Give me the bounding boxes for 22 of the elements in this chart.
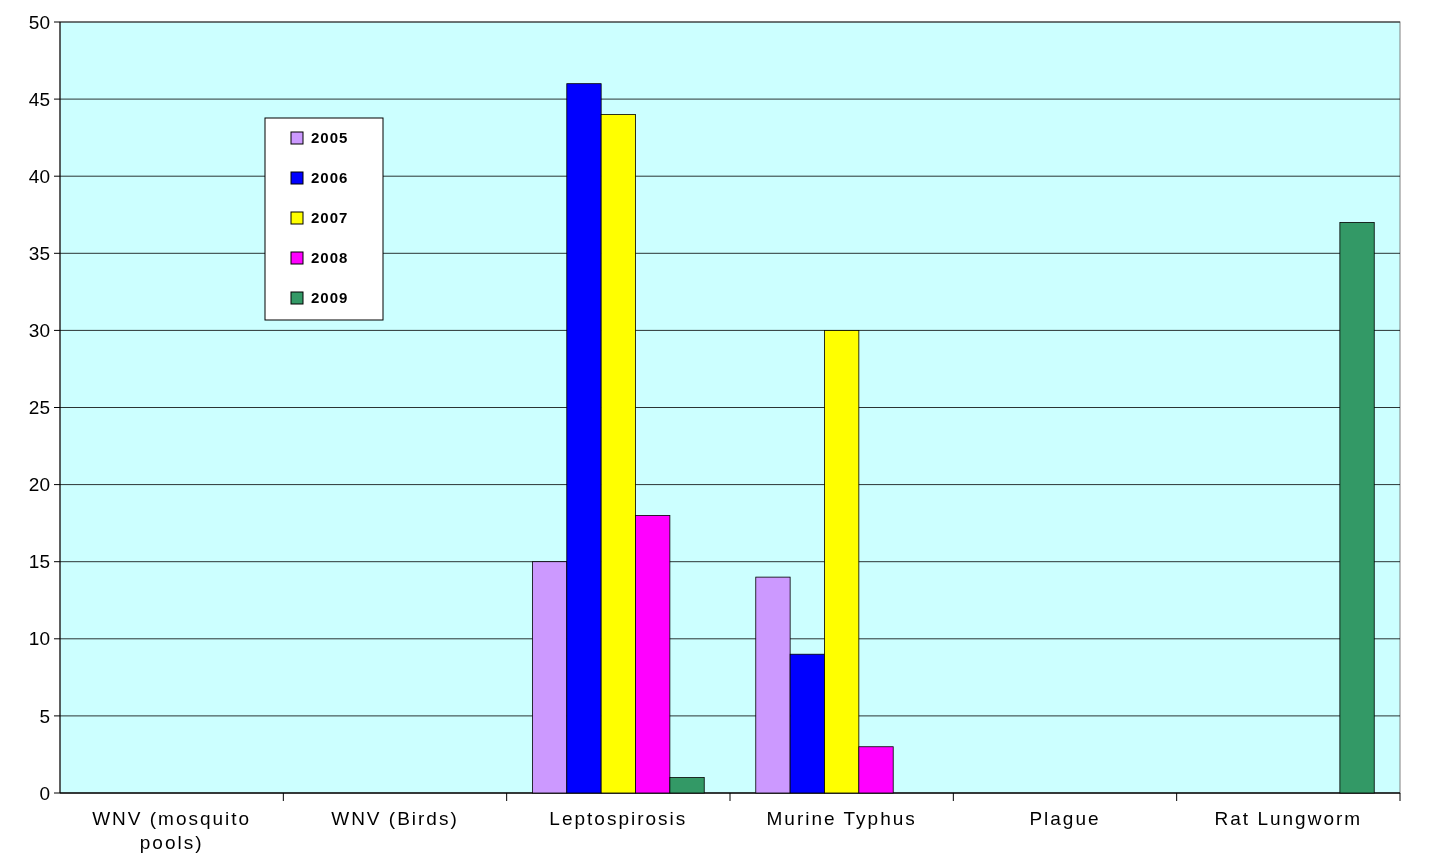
x-tick-label: WNV (mosquito pools) bbox=[92, 808, 252, 853]
y-tick-label: 10 bbox=[28, 628, 50, 650]
y-tick-label: 30 bbox=[28, 320, 50, 342]
x-tick-label: Plague bbox=[1029, 808, 1101, 829]
legend-label: 2007 bbox=[311, 209, 349, 227]
y-tick-label: 45 bbox=[28, 88, 50, 110]
x-tick-label: Murine Typhus bbox=[766, 808, 917, 829]
y-tick-label: 5 bbox=[39, 705, 50, 727]
y-tick-label: 50 bbox=[28, 11, 50, 33]
y-tick-label: 35 bbox=[28, 242, 50, 264]
y-tick-label: 40 bbox=[28, 165, 50, 187]
legend-label: 2008 bbox=[311, 249, 349, 267]
legend-label: 2005 bbox=[311, 129, 349, 147]
y-tick-label: 20 bbox=[28, 474, 50, 496]
y-tick-label: 15 bbox=[28, 551, 50, 573]
y-tick-label: 25 bbox=[28, 397, 50, 419]
x-tick-label: WNV (Birds) bbox=[331, 808, 459, 829]
y-tick-label: 0 bbox=[39, 782, 50, 804]
x-tick-label: Leptospirosis bbox=[549, 808, 688, 829]
legend-label: 2006 bbox=[311, 169, 349, 187]
legend-label: 2009 bbox=[311, 289, 349, 307]
x-tick-label: Rat Lungworm bbox=[1214, 808, 1363, 829]
